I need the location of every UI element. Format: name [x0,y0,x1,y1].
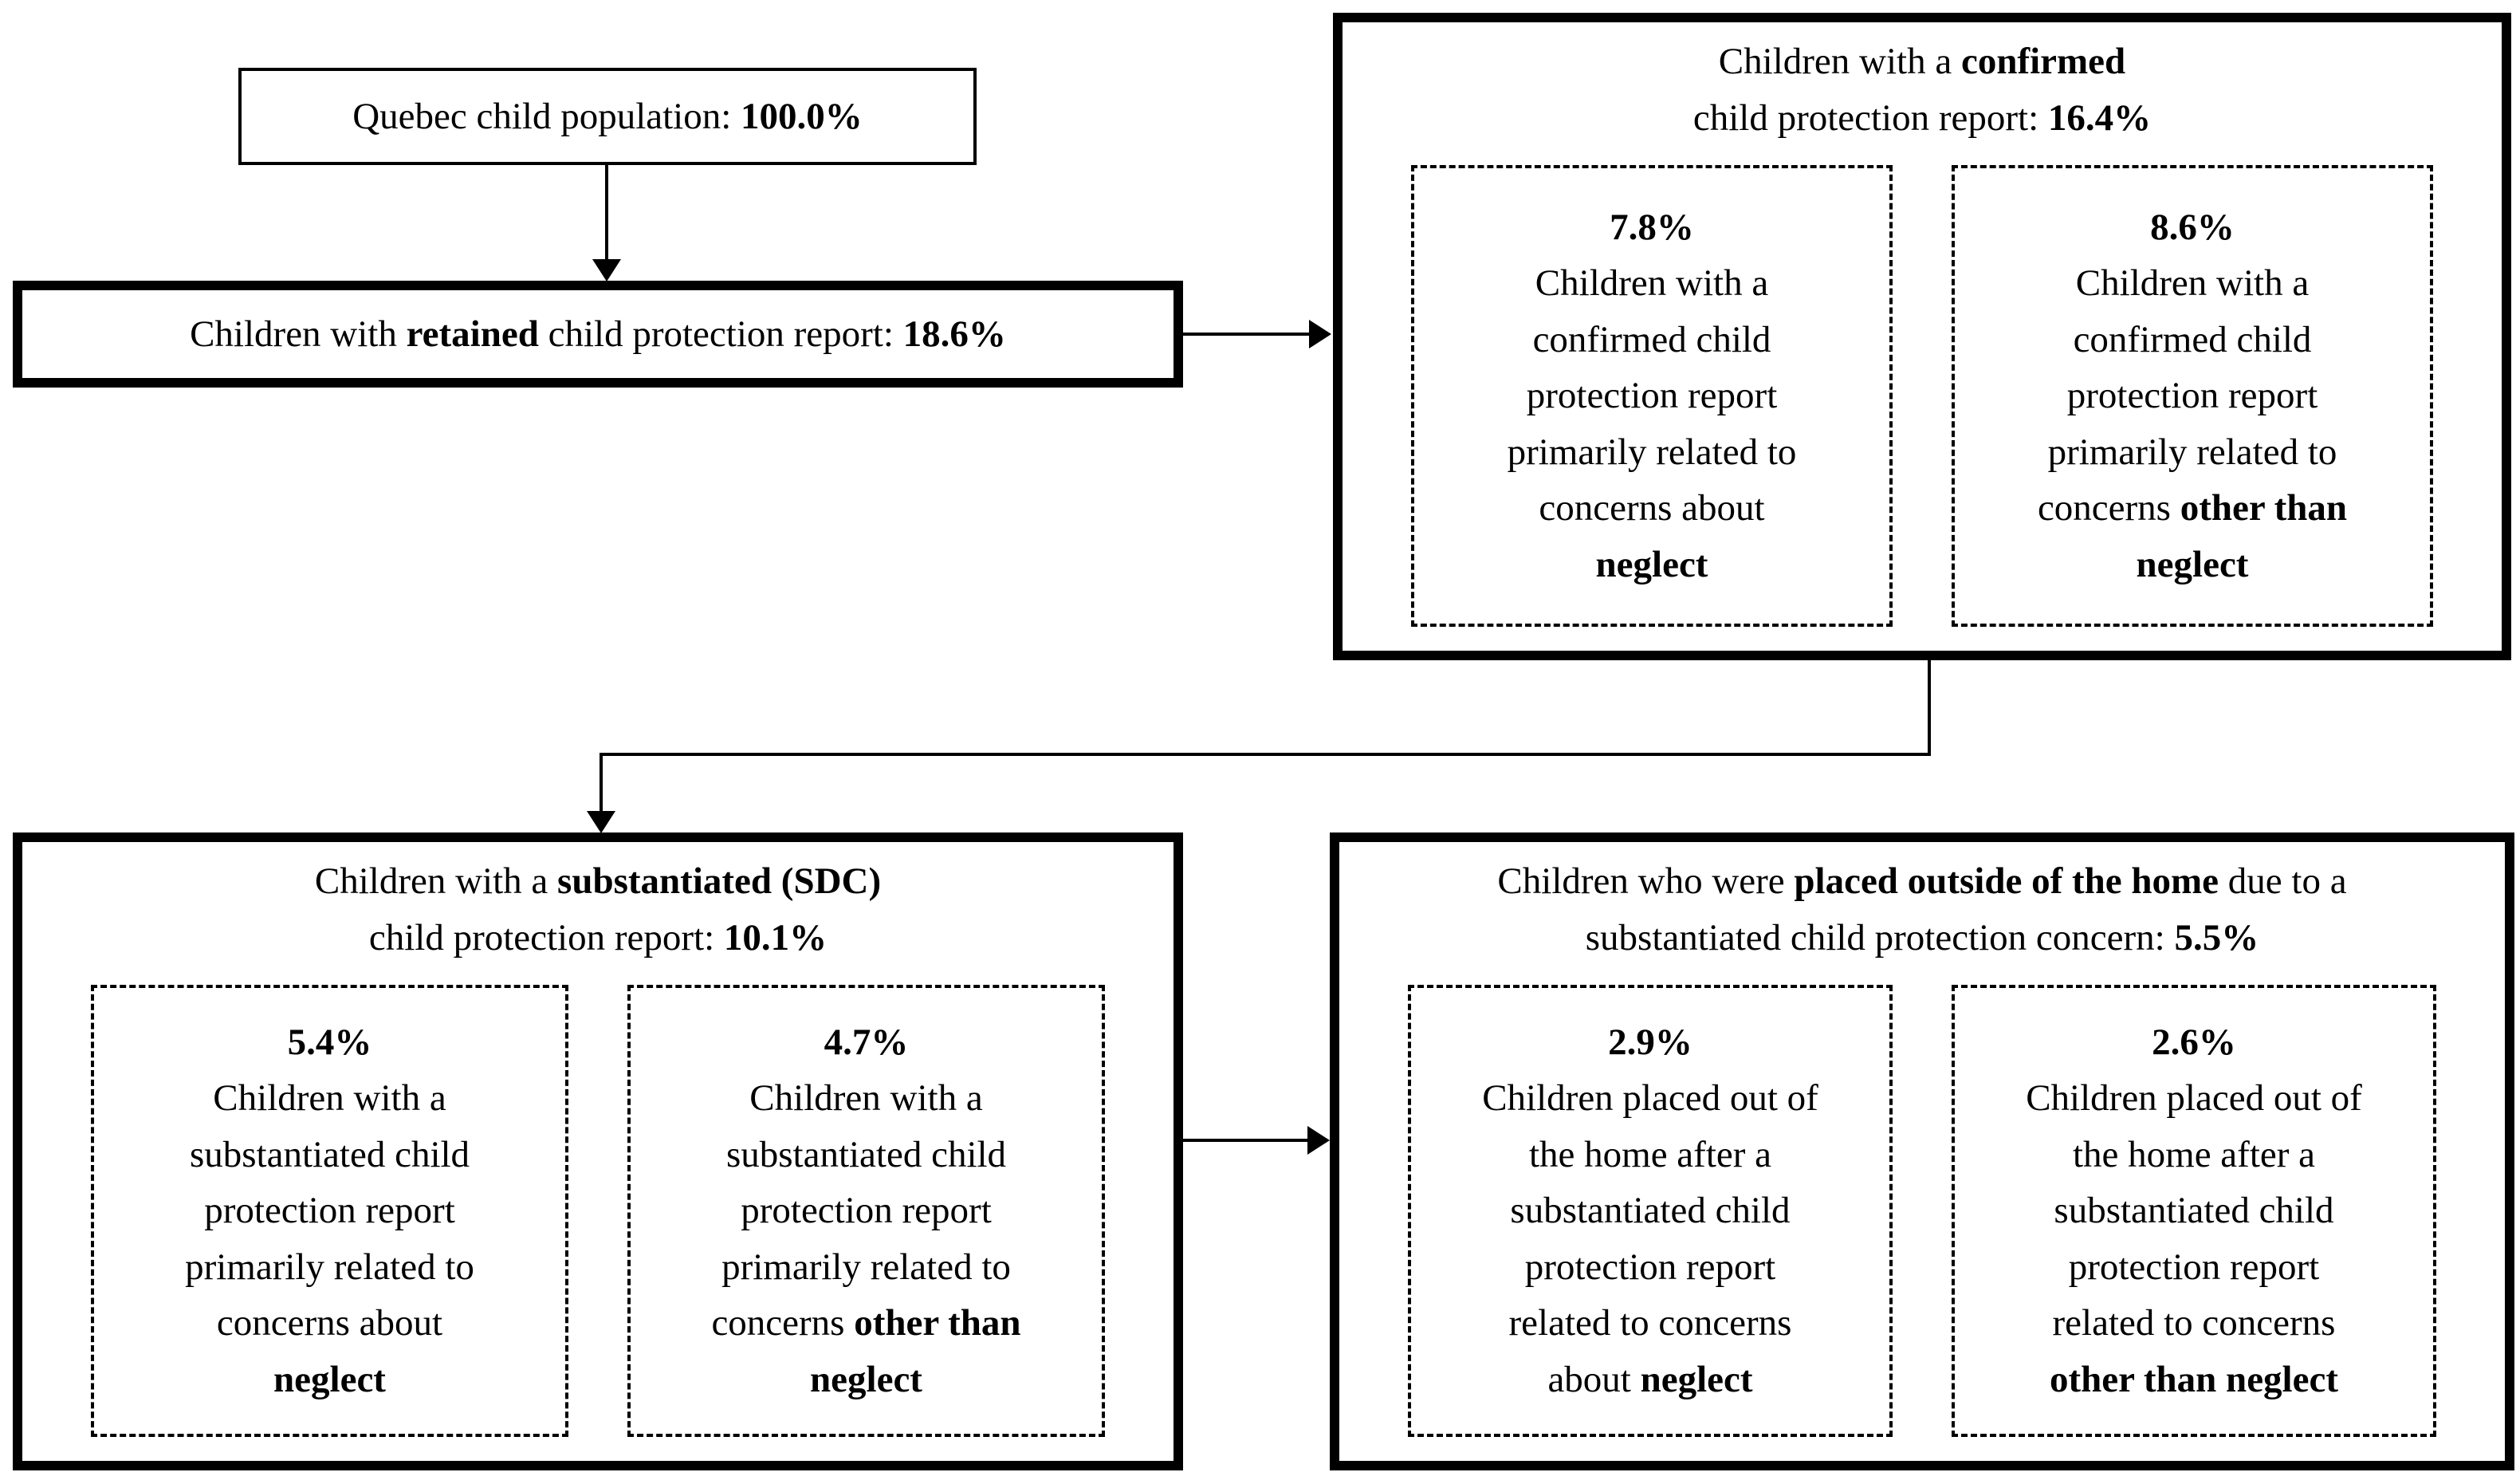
connector-confirmed-elbow-vertical-left [600,753,603,813]
confirmed-neglect-box: 7.8% Children with a confirmed child pro… [1411,165,1893,627]
placed-other-than-neglect-box: 2.6% Children placed out of the home aft… [1952,985,2436,1437]
substantiated-report-box: Children with a substantiated (SDC) chil… [13,832,1183,1470]
connector-quebec-to-retained [605,165,608,261]
retained-report-label: Children with retained child protection … [190,313,1006,355]
placed-subboxes-row: 2.9% Children placed out of the home aft… [1408,985,2436,1437]
confirmed-neglect-label: 7.8% Children with a confirmed child pro… [1507,206,1797,585]
placed-other-than-neglect-label: 2.6% Children placed out of the home aft… [2026,1021,2362,1400]
placed-neglect-label: 2.9% Children placed out of the home aft… [1482,1021,1818,1400]
down-arrowhead-icon [587,811,615,833]
substantiated-neglect-label: 5.4% Children with a substantiated child… [185,1021,474,1400]
connector-substantiated-to-placed [1181,1139,1309,1142]
retained-report-box: Children with retained child protection … [13,281,1183,388]
connector-confirmed-elbow-vertical-right [1928,660,1931,756]
confirmed-other-than-neglect-box: 8.6% Children with a confirmed child pro… [1952,165,2433,627]
substantiated-other-than-neglect-label: 4.7% Children with a substantiated child… [711,1021,1021,1400]
substantiated-report-title: Children with a substantiated (SDC) chil… [314,860,882,958]
confirmed-report-title: Children with a confirmed child protecti… [1692,41,2152,139]
connector-confirmed-elbow-horizontal [600,753,1931,756]
quebec-population-label: Quebec child population: 100.0% [352,95,863,137]
right-arrowhead-icon [1307,1126,1330,1155]
confirmed-other-than-neglect-label: 8.6% Children with a confirmed child pro… [2037,206,2348,585]
down-arrowhead-icon [592,259,621,281]
connector-retained-to-confirmed [1183,333,1311,336]
placed-outside-home-title: Children who were placed outside of the … [1497,860,2347,958]
confirmed-report-box: Children with a confirmed child protecti… [1333,13,2511,660]
quebec-population-box: Quebec child population: 100.0% [238,68,977,165]
right-arrowhead-icon [1309,320,1331,348]
substantiated-subboxes-row: 5.4% Children with a substantiated child… [91,985,1105,1437]
substantiated-other-than-neglect-box: 4.7% Children with a substantiated child… [627,985,1105,1437]
placed-neglect-box: 2.9% Children placed out of the home aft… [1408,985,1893,1437]
placed-outside-home-box: Children who were placed outside of the … [1330,832,2514,1470]
substantiated-neglect-box: 5.4% Children with a substantiated child… [91,985,568,1437]
confirmed-subboxes-row: 7.8% Children with a confirmed child pro… [1411,165,2433,627]
